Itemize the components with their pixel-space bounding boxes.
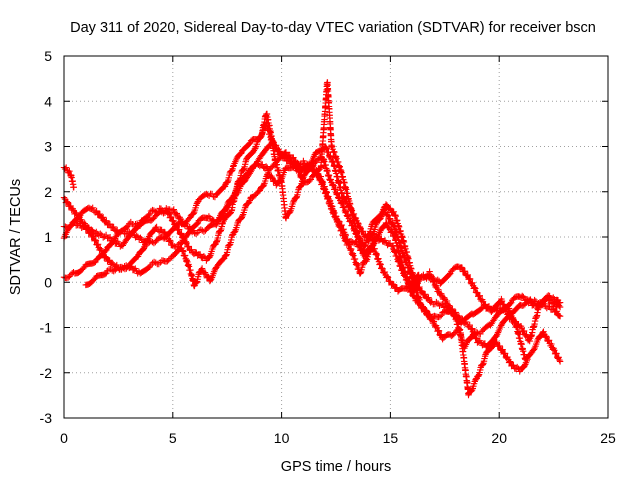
x-tick-label: 20 xyxy=(491,430,507,446)
x-tick-label: 5 xyxy=(169,430,177,446)
y-tick-label: 2 xyxy=(44,184,52,200)
y-tick-label: 0 xyxy=(44,274,52,290)
x-axis-label: GPS time / hours xyxy=(281,459,391,475)
y-tick-label: 1 xyxy=(44,229,52,245)
y-tick-label: 3 xyxy=(44,139,52,155)
x-tick-label: 0 xyxy=(60,430,68,446)
chart-title: Day 311 of 2020, Sidereal Day-to-day VTE… xyxy=(70,20,596,36)
y-axis-label: SDTVAR / TECUs xyxy=(8,179,24,295)
x-tick-label: 10 xyxy=(274,430,290,446)
y-tick-label: -1 xyxy=(40,320,53,336)
gridlines xyxy=(64,56,608,418)
tick-labels: 0 5 10 15 20 25 -3 -2 -1 0 1 2 3 4 5 xyxy=(40,48,616,446)
y-tick-label: -3 xyxy=(40,410,53,426)
y-tick-label: -2 xyxy=(40,365,53,381)
plot-frame xyxy=(63,55,609,419)
y-tick-label: 4 xyxy=(44,93,52,109)
x-tick-label: 25 xyxy=(600,430,616,446)
x-tick-label: 15 xyxy=(383,430,399,446)
y-tick-label: 5 xyxy=(44,48,52,64)
